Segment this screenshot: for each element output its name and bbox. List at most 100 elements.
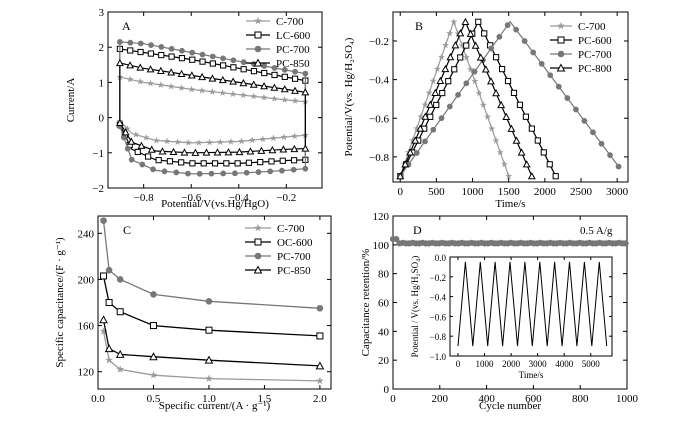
inset-y-title: Potential / V(vs. Hg/H₂SO₄) bbox=[410, 256, 420, 358]
data-point bbox=[475, 18, 482, 25]
y-tick-label: 0 bbox=[384, 384, 390, 396]
data-point bbox=[156, 66, 165, 74]
data-point bbox=[229, 90, 237, 98]
data-point bbox=[224, 148, 233, 156]
data-point bbox=[463, 42, 470, 49]
data-point bbox=[290, 166, 297, 173]
data-point bbox=[416, 124, 425, 132]
series-C-700 bbox=[116, 73, 310, 146]
data-point bbox=[235, 147, 244, 156]
data-point bbox=[471, 41, 480, 49]
plot-frame bbox=[97, 215, 332, 390]
legend-marker bbox=[254, 238, 262, 246]
data-point bbox=[516, 101, 524, 108]
series-OC-600 bbox=[100, 272, 324, 340]
y-tick-label: −2 bbox=[92, 183, 104, 195]
data-point bbox=[496, 148, 504, 156]
data-point bbox=[393, 235, 400, 243]
data-point bbox=[195, 138, 203, 146]
x-tick-label: 2000 bbox=[502, 359, 521, 369]
x-axis-title: Specific current/(A · g⁻¹) bbox=[159, 400, 271, 412]
data-point bbox=[220, 170, 227, 177]
inset-x-title: Time/s bbox=[519, 370, 544, 380]
data-point bbox=[200, 160, 207, 167]
data-point bbox=[476, 53, 485, 61]
data-point bbox=[196, 170, 203, 177]
legend-marker bbox=[253, 223, 263, 232]
y-tick-label: 3 bbox=[99, 7, 105, 19]
x-tick-label: −0.4 bbox=[229, 192, 249, 204]
legend-marker bbox=[253, 265, 263, 274]
data-point bbox=[280, 95, 289, 103]
data-point bbox=[555, 83, 562, 90]
y-tick-label: 2 bbox=[99, 42, 105, 54]
data-point bbox=[488, 45, 495, 52]
data-point bbox=[481, 30, 488, 37]
data-point bbox=[137, 141, 146, 149]
data-point bbox=[426, 100, 435, 108]
data-point bbox=[158, 51, 165, 59]
data-point bbox=[271, 64, 278, 71]
data-point bbox=[513, 26, 519, 33]
legend-label: PC-850 bbox=[276, 58, 310, 70]
data-point bbox=[167, 82, 175, 90]
plot-frame bbox=[449, 256, 613, 357]
data-point bbox=[104, 344, 114, 353]
panel-c: 0.0 0.5 1.0 1.5 2.0 120 160 200 240 C Specific cur… bbox=[54, 215, 332, 412]
legend-marker bbox=[557, 36, 565, 44]
data-point bbox=[267, 168, 274, 175]
data-point bbox=[105, 266, 113, 274]
data-point bbox=[232, 170, 238, 177]
y-tick-label: 20 bbox=[378, 355, 390, 367]
data-point bbox=[208, 87, 216, 95]
data-point bbox=[483, 112, 492, 120]
x-tick-label: 0.5 bbox=[147, 393, 161, 405]
data-point bbox=[413, 150, 420, 156]
data-point bbox=[152, 136, 161, 144]
data-point bbox=[492, 136, 500, 144]
data-point bbox=[121, 128, 130, 136]
data-point bbox=[498, 66, 506, 73]
data-point bbox=[446, 52, 455, 61]
panel-letter: B bbox=[415, 19, 423, 33]
series-line bbox=[102, 275, 320, 337]
retention-series bbox=[389, 235, 629, 247]
data-point bbox=[504, 22, 511, 29]
legend-marker bbox=[556, 21, 566, 30]
data-point bbox=[455, 91, 461, 98]
data-point bbox=[134, 148, 141, 156]
data-point bbox=[144, 153, 152, 160]
y-tick-label: −0.8 bbox=[369, 152, 389, 164]
x-tick-label: 0.0 bbox=[91, 393, 105, 405]
data-point bbox=[590, 129, 596, 136]
data-point bbox=[496, 33, 503, 40]
data-point bbox=[257, 158, 264, 166]
data-point bbox=[446, 103, 453, 110]
data-point bbox=[540, 149, 547, 156]
data-point bbox=[466, 29, 475, 37]
data-point bbox=[564, 95, 571, 101]
data-point bbox=[291, 96, 299, 104]
data-point bbox=[290, 144, 299, 153]
data-point bbox=[259, 135, 267, 143]
data-point bbox=[260, 93, 268, 101]
data-point bbox=[433, 101, 440, 109]
data-point bbox=[146, 79, 155, 87]
y-tick-label: −1.0 bbox=[430, 352, 447, 362]
data-point bbox=[127, 39, 134, 46]
data-point bbox=[487, 77, 495, 85]
data-point bbox=[534, 137, 541, 144]
legend-label: LC-600 bbox=[276, 30, 311, 42]
x-tick-label: 2500 bbox=[570, 186, 593, 198]
data-point bbox=[431, 88, 440, 96]
data-point bbox=[607, 152, 613, 159]
data-point bbox=[315, 376, 324, 385]
data-point bbox=[488, 124, 496, 132]
data-point bbox=[471, 77, 479, 85]
data-point bbox=[441, 64, 450, 73]
data-point bbox=[216, 138, 224, 146]
data-point bbox=[237, 137, 246, 145]
data-point bbox=[291, 132, 299, 140]
data-point bbox=[213, 148, 222, 156]
